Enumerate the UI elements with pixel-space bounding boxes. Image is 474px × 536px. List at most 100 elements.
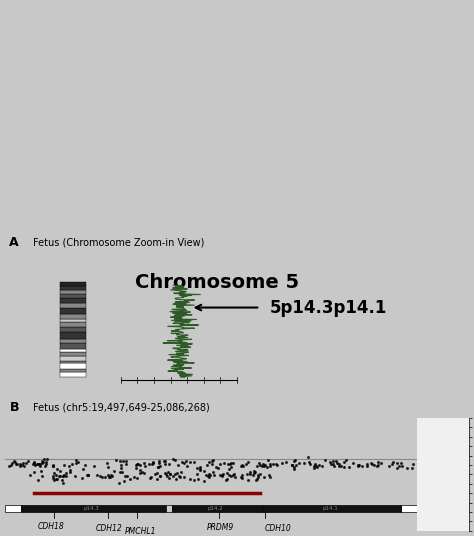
Text: Fetus (Chromosome Zoom-in View): Fetus (Chromosome Zoom-in View) <box>33 237 204 248</box>
Point <box>335 460 343 469</box>
Point <box>255 459 263 467</box>
Text: p14.2: p14.2 <box>207 506 223 511</box>
Bar <box>61 291 86 294</box>
Point <box>207 471 214 480</box>
Point <box>178 458 185 466</box>
Point <box>82 461 89 470</box>
Point <box>337 461 345 470</box>
Point <box>194 474 201 483</box>
Point <box>38 457 46 465</box>
Point <box>196 463 204 471</box>
Point <box>310 462 318 471</box>
Point <box>50 475 57 484</box>
Point <box>106 473 114 481</box>
Point <box>122 460 129 468</box>
Point <box>243 470 250 479</box>
Point <box>173 468 181 477</box>
Point <box>49 461 57 470</box>
Point <box>252 476 260 485</box>
Point <box>72 472 79 480</box>
Point <box>200 477 207 486</box>
Bar <box>61 343 86 349</box>
Point <box>79 464 87 473</box>
Point <box>328 460 335 468</box>
Bar <box>61 369 86 372</box>
Point <box>258 461 265 470</box>
Point <box>291 456 299 465</box>
Point <box>156 472 164 481</box>
Point <box>141 469 148 478</box>
Point <box>389 459 396 468</box>
Point <box>155 457 163 465</box>
Bar <box>61 349 86 352</box>
Point <box>368 460 375 468</box>
Point <box>321 456 328 465</box>
Point <box>228 463 235 471</box>
Point <box>174 460 182 469</box>
Point <box>253 462 261 471</box>
Bar <box>61 352 86 356</box>
Point <box>41 461 49 470</box>
Point <box>136 466 144 475</box>
Bar <box>61 339 86 343</box>
Point <box>408 464 415 472</box>
Point <box>180 473 188 481</box>
Point <box>43 459 50 468</box>
Point <box>327 458 334 466</box>
Point <box>134 460 142 468</box>
Point <box>19 459 27 467</box>
Point <box>334 458 341 467</box>
Point <box>78 474 86 483</box>
Point <box>252 468 259 477</box>
Point <box>340 458 348 466</box>
Point <box>30 468 37 477</box>
Point <box>266 473 274 482</box>
Point <box>54 465 61 473</box>
Point <box>182 457 190 465</box>
Point <box>73 459 80 467</box>
Point <box>202 471 210 479</box>
Point <box>231 473 238 481</box>
Point <box>10 457 18 465</box>
Point <box>60 479 67 487</box>
Point <box>296 458 303 467</box>
Point <box>249 470 257 479</box>
Point <box>154 469 161 478</box>
Point <box>260 473 268 482</box>
Point <box>206 470 213 479</box>
Point <box>107 471 115 479</box>
Point <box>160 456 168 465</box>
Point <box>56 472 64 480</box>
Point <box>224 469 231 478</box>
Point <box>335 462 342 471</box>
Point <box>319 462 326 471</box>
Text: CDH10: CDH10 <box>264 524 292 533</box>
Point <box>358 461 366 470</box>
Point <box>354 461 361 470</box>
Point <box>245 458 252 466</box>
Point <box>173 474 180 483</box>
Point <box>40 458 47 466</box>
Point <box>330 461 338 470</box>
Text: PMCHL1: PMCHL1 <box>124 527 156 536</box>
Point <box>193 470 201 478</box>
Point <box>149 459 157 467</box>
Bar <box>61 297 86 303</box>
Point <box>166 470 173 478</box>
Point <box>291 463 298 472</box>
Point <box>60 471 67 480</box>
Point <box>204 471 211 480</box>
Point <box>118 467 126 476</box>
Point <box>14 460 21 468</box>
Point <box>220 459 228 467</box>
Point <box>395 461 402 470</box>
Point <box>163 470 170 478</box>
Bar <box>61 356 86 361</box>
Bar <box>263 505 401 512</box>
Point <box>25 456 32 465</box>
Point <box>219 470 227 479</box>
Point <box>217 471 224 479</box>
Point <box>40 455 47 464</box>
Point <box>397 458 405 467</box>
Point <box>204 460 211 469</box>
